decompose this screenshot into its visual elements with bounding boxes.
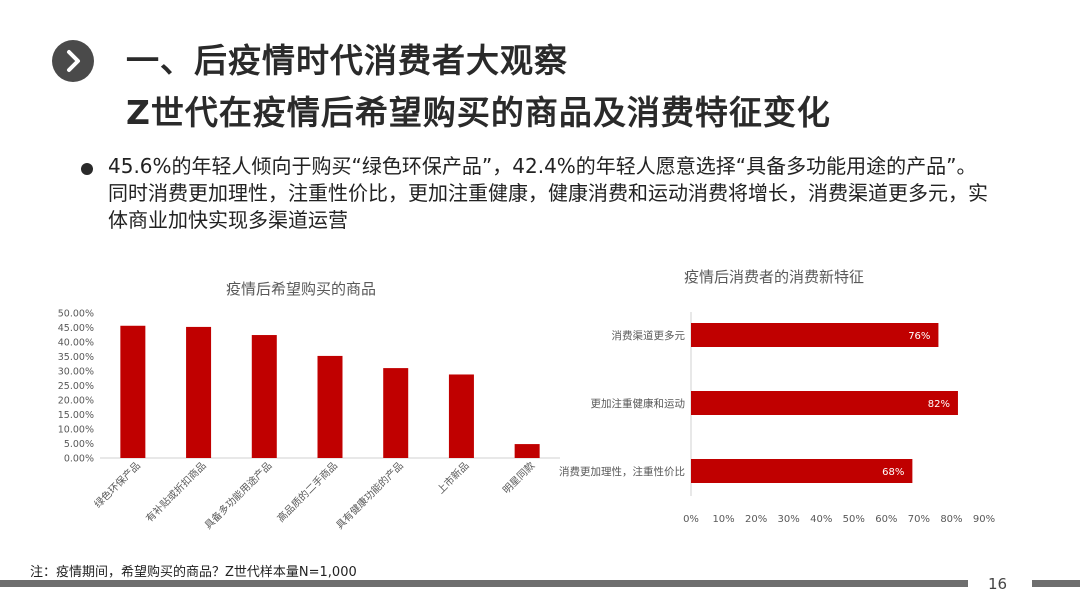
x-tick-label: 60%	[875, 514, 897, 525]
data-label: 68%	[882, 467, 904, 478]
y-tick-label: 5.00%	[64, 439, 94, 450]
x-tick-label: 高品质的二手商品	[274, 459, 340, 525]
bar	[691, 391, 958, 415]
y-tick-label: 更加注重健康和运动	[591, 397, 686, 410]
y-tick-label: 20.00%	[58, 396, 94, 407]
x-tick-label: 具有健康功能的产品	[333, 459, 406, 532]
bar	[691, 459, 913, 483]
x-tick-label: 上市新品	[434, 459, 471, 496]
x-tick-label: 有补贴或折扣商品	[143, 459, 209, 525]
bar	[186, 326, 212, 458]
y-tick-label: 40.00%	[58, 338, 94, 349]
left-chart-title: 疫情后希望购买的商品	[226, 280, 377, 298]
y-tick-label: 消费更加理性，注重性价比	[559, 465, 685, 478]
y-tick-label: 25.00%	[58, 381, 94, 392]
x-tick-label: 绿色环保产品	[91, 459, 143, 511]
data-label: 82%	[928, 399, 950, 410]
chevron-right-icon	[52, 40, 94, 82]
data-label: 76%	[908, 331, 930, 342]
footer-band-right	[1032, 580, 1080, 587]
y-tick-label: 0.00%	[64, 454, 94, 465]
x-tick-label: 0%	[683, 514, 699, 525]
x-tick-label: 90%	[973, 514, 995, 525]
x-tick-label: 具备多功能用途产品	[202, 459, 275, 532]
bar	[251, 335, 277, 458]
bullet-text: 45.6%的年轻人倾向于购买“绿色环保产品”，42.4%的年轻人愿意选择“具备多…	[108, 154, 988, 232]
x-tick-label: 明星同款	[500, 459, 537, 496]
y-tick-label: 15.00%	[58, 410, 94, 421]
x-tick-label: 10%	[712, 514, 734, 525]
page-title: 一、后疫情时代消费者大观察	[126, 41, 568, 80]
y-tick-label: 50.00%	[58, 309, 94, 320]
right-chart-title: 疫情后消费者的消费新特征	[684, 268, 865, 286]
x-tick-label: 40%	[810, 514, 832, 525]
bar	[317, 355, 343, 458]
y-tick-label: 消费渠道更多元	[612, 329, 686, 342]
x-tick-label: 50%	[843, 514, 865, 525]
right-bar-chart: 消费渠道更多元 76% 更加注重健康和运动 82% 消费更加理性，注重性价比 68% 0% 1…	[559, 312, 995, 525]
y-tick-label: 45.00%	[58, 323, 94, 334]
footer-band	[0, 580, 968, 587]
x-tick-label: 70%	[908, 514, 930, 525]
left-bar-chart: 0.00% 5.00% 10.00% 15.00% 20.00% 25.00% 30.00%…	[58, 309, 560, 532]
footnote: 注：疫情期间，希望购买的商品？Z世代样本量N=1,000	[30, 565, 357, 580]
x-tick-label: 30%	[778, 514, 800, 525]
page-number: 16	[988, 575, 1008, 593]
bullet-dot	[81, 163, 93, 175]
page-subtitle: Z世代在疫情后希望购买的商品及消费特征变化	[126, 93, 831, 132]
bar	[120, 325, 146, 458]
y-tick-label: 30.00%	[58, 367, 94, 378]
x-tick-label: 20%	[745, 514, 767, 525]
y-tick-label: 35.00%	[58, 352, 94, 363]
bar	[448, 374, 474, 458]
bar	[383, 368, 409, 458]
bar	[691, 323, 939, 347]
x-tick-label: 80%	[940, 514, 962, 525]
bar	[514, 444, 540, 458]
y-tick-label: 10.00%	[58, 425, 94, 436]
